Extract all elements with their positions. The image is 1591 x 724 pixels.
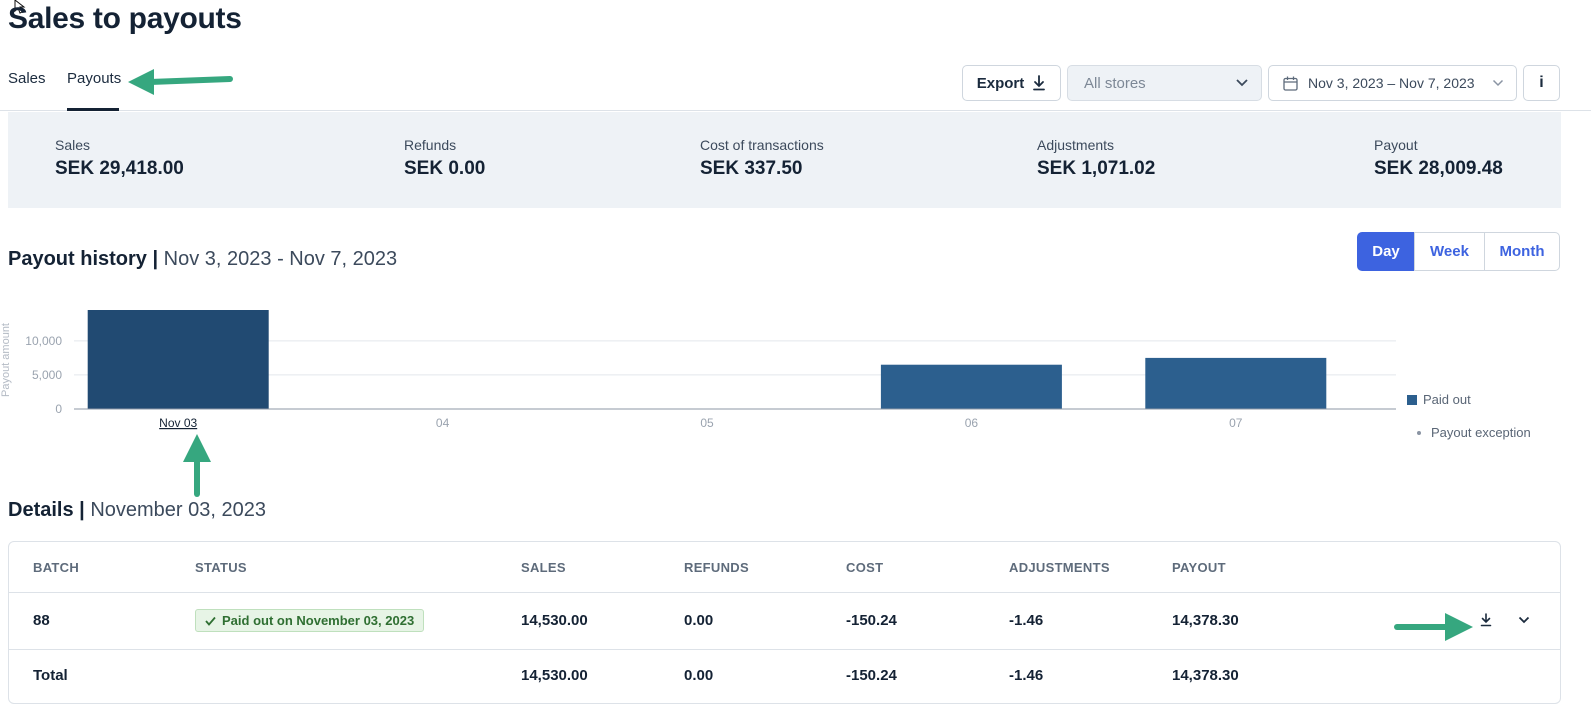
cell-adjustments: -1.46 [1009, 612, 1044, 629]
date-range-picker[interactable]: Nov 3, 2023 – Nov 7, 2023 [1268, 65, 1517, 101]
legend-label-payout-exception: Payout exception [1431, 425, 1531, 440]
export-label: Export [976, 74, 1025, 92]
page-title: Sales to payouts [8, 2, 242, 35]
payout-history-chart: 0 5,000 10,000 Payout amount Nov 03 04 05 06 07 [0, 310, 1396, 430]
table-divider [9, 649, 1560, 650]
x-tick-label[interactable]: 04 [436, 416, 450, 430]
column-header-status: STATUS [195, 560, 247, 575]
summary-label-sales: Sales [55, 137, 91, 153]
info-button[interactable]: i [1523, 65, 1560, 101]
tab-sales[interactable]: Sales [8, 70, 46, 87]
column-header-adjustments: ADJUSTMENTS [1009, 560, 1110, 575]
x-tick-label[interactable]: 07 [1229, 416, 1243, 430]
store-select-value: All stores [1084, 74, 1146, 92]
total-label: Total [33, 667, 68, 684]
legend-paid-out[interactable]: Paid out [1407, 392, 1471, 407]
info-icon: i [1539, 74, 1544, 91]
granularity-week-button[interactable]: Week [1414, 232, 1485, 271]
total-sales: 14,530.00 [521, 667, 588, 684]
x-tick-label[interactable]: Nov 03 [159, 416, 197, 430]
calendar-icon [1283, 76, 1298, 91]
legend-swatch-paid-out [1407, 394, 1417, 405]
tabs-divider [0, 110, 1591, 111]
details-heading: Details | November 03, 2023 [8, 499, 266, 522]
summary-value-adjustments: SEK 1,071.02 [1037, 158, 1156, 179]
check-icon [205, 616, 216, 626]
column-header-sales: SALES [521, 560, 566, 575]
summary-band [8, 112, 1561, 208]
cell-batch: 88 [33, 612, 50, 629]
bar[interactable] [880, 364, 1062, 409]
chevron-down-icon [1236, 79, 1248, 87]
cell-cost: -150.24 [846, 612, 897, 629]
granularity-day-button[interactable]: Day [1357, 232, 1415, 271]
date-range-value: Nov 3, 2023 – Nov 7, 2023 [1308, 75, 1475, 91]
summary-value-sales: SEK 29,418.00 [55, 158, 184, 179]
annotation-arrow-up [183, 434, 211, 497]
chevron-down-icon [1518, 616, 1530, 624]
y-tick-label: 10,000 [25, 334, 62, 348]
summary-value-refunds: SEK 0.00 [404, 158, 486, 179]
details-table [8, 541, 1561, 704]
y-tick-label: 0 [55, 402, 62, 416]
details-title: Details [8, 499, 74, 521]
y-axis-label: Payout amount [0, 323, 12, 397]
total-payout: 14,378.30 [1172, 667, 1239, 684]
x-tick-label[interactable]: 06 [965, 416, 979, 430]
heading-separator: | [152, 248, 159, 270]
summary-label-cost: Cost of transactions [700, 137, 824, 153]
status-badge: Paid out on November 03, 2023 [195, 609, 425, 632]
bar[interactable] [87, 310, 269, 409]
cell-refunds: 0.00 [684, 612, 714, 629]
column-header-cost: COST [846, 560, 884, 575]
cursor-icon [14, 0, 26, 14]
status-text: Paid out on November 03, 2023 [222, 613, 415, 628]
payout-history-heading: Payout history | Nov 3, 2023 - Nov 7, 20… [8, 248, 397, 271]
cell-payout: 14,378.30 [1172, 612, 1239, 629]
download-icon [1480, 613, 1492, 627]
summary-value-cost: SEK 337.50 [700, 158, 803, 179]
table-divider [9, 592, 1560, 593]
summary-label-adjustments: Adjustments [1037, 137, 1115, 153]
column-header-payout: PAYOUT [1172, 560, 1226, 575]
annotation-arrow-left [128, 69, 233, 95]
export-button[interactable]: Export [962, 65, 1061, 101]
store-select[interactable]: All stores [1067, 65, 1262, 101]
x-tick-label[interactable]: 05 [700, 416, 714, 430]
expand-row-button[interactable] [1514, 610, 1534, 630]
granularity-month-button[interactable]: Month [1484, 232, 1560, 271]
payout-history-range: Nov 3, 2023 - Nov 7, 2023 [163, 248, 398, 270]
cell-sales: 14,530.00 [521, 612, 588, 629]
details-date: November 03, 2023 [90, 499, 266, 521]
legend-payout-exception[interactable]: Payout exception [1413, 425, 1531, 440]
annotation-arrow-right [1394, 613, 1473, 641]
legend-swatch-payout-exception [1417, 430, 1421, 435]
total-cost: -150.24 [846, 667, 897, 684]
column-header-refunds: REFUNDS [684, 560, 749, 575]
summary-label-payout: Payout [1374, 137, 1418, 153]
legend-label-paid-out: Paid out [1423, 392, 1471, 407]
active-tab-indicator [67, 108, 119, 111]
heading-separator: | [79, 499, 85, 521]
total-refunds: 0.00 [684, 667, 714, 684]
column-header-batch: BATCH [33, 560, 80, 575]
chevron-down-icon [1492, 79, 1504, 87]
payout-history-title: Payout history [8, 248, 147, 270]
table-total-row [9, 650, 1560, 702]
summary-label-refunds: Refunds [404, 137, 457, 153]
total-adjustments: -1.46 [1009, 667, 1044, 684]
bar[interactable] [1145, 357, 1327, 409]
download-batch-button[interactable] [1476, 610, 1496, 630]
y-tick-label: 5,000 [32, 368, 62, 382]
summary-value-payout: SEK 28,009.48 [1374, 158, 1503, 179]
download-icon [1033, 75, 1046, 91]
tab-payouts[interactable]: Payouts [67, 70, 122, 87]
